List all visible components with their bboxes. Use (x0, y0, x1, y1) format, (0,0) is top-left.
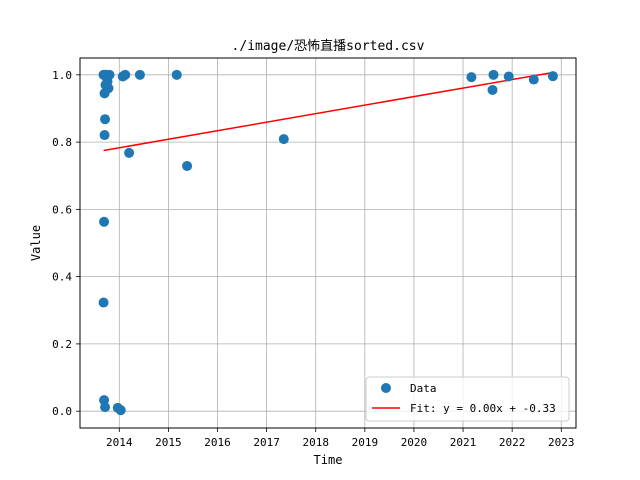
scatter-point (466, 72, 477, 83)
scatter-point (547, 71, 558, 82)
x-tick-label: 2015 (155, 436, 182, 449)
scatter-point (99, 216, 110, 227)
x-tick-label: 2020 (401, 436, 428, 449)
scatter-point (278, 134, 289, 145)
x-tick-label: 2018 (302, 436, 329, 449)
scatter-points (98, 69, 558, 416)
scatter-point (99, 88, 110, 99)
scatter-point (134, 69, 145, 80)
scatter-point (488, 69, 499, 80)
y-tick-label: 0.8 (52, 136, 72, 149)
scatter-point (120, 69, 131, 80)
scatter-point (182, 160, 193, 171)
scatter-point (100, 79, 111, 90)
y-tick-label: 0.4 (52, 271, 72, 284)
scatter-point (528, 74, 539, 85)
legend-label-fit: Fit: y = 0.00x + -0.33 (410, 402, 556, 415)
scatter-point (503, 71, 514, 82)
scatter-point (115, 405, 126, 416)
x-tick-label: 2016 (204, 436, 231, 449)
chart-title: ./image/恐怖直播sorted.csv (232, 38, 425, 54)
scatter-point (171, 69, 182, 80)
x-tick-label: 2022 (499, 436, 526, 449)
x-tick-label: 2021 (450, 436, 477, 449)
legend-box (365, 376, 570, 422)
y-tick-label: 0.2 (52, 338, 72, 351)
legend-marker-data (381, 383, 391, 393)
axis-ticks: 2014 2015 2016 2017 2018 2019 2020 2021 2022 2023… (52, 69, 574, 449)
y-tick-label: 0.6 (52, 203, 72, 216)
x-axis-label: Time (314, 453, 343, 467)
scatter-point (99, 130, 110, 141)
x-tick-label: 2023 (548, 436, 575, 449)
legend-label-data: Data (410, 382, 437, 395)
x-tick-label: 2017 (253, 436, 280, 449)
fit-line (103, 71, 554, 152)
scatter-point (104, 69, 115, 80)
legend: Data Fit: y = 0.00x + -0.33 (365, 376, 570, 422)
x-tick-label: 2019 (352, 436, 379, 449)
y-tick-label: 1.0 (52, 69, 72, 82)
scatter-point (124, 147, 135, 158)
scatter-point (100, 114, 111, 125)
scatter-point (487, 84, 498, 95)
y-axis-label: Value (29, 225, 43, 261)
x-tick-label: 2014 (106, 436, 133, 449)
fit-line-layer (103, 71, 554, 152)
plot-area-frame (79, 57, 577, 429)
scatter-point (100, 402, 111, 413)
y-tick-label: 0.0 (52, 405, 72, 418)
scatter-point (98, 297, 109, 308)
